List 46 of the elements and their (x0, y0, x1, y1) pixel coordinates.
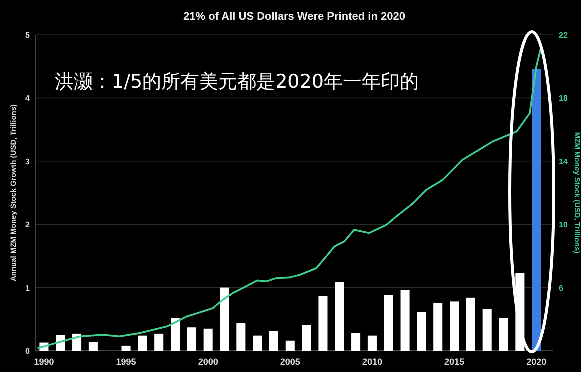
bar (286, 340, 295, 351)
bar (302, 325, 312, 351)
bar (400, 290, 410, 351)
bar (417, 312, 426, 351)
bar (450, 302, 460, 351)
bar (88, 342, 98, 351)
y-tick-label: 1 (26, 284, 31, 293)
x-tick-label: 1995 (116, 357, 136, 367)
bar (170, 318, 180, 351)
bar (532, 69, 542, 351)
bar (466, 298, 476, 351)
bar (335, 282, 344, 351)
bar (384, 295, 394, 351)
bar (434, 302, 443, 351)
y2-tick-label: 10 (559, 220, 568, 230)
y2-tick-label: 14 (559, 157, 568, 166)
y2-tick-label: 22 (559, 31, 568, 40)
bar (220, 288, 230, 351)
chart-title: 21% of All US Dollars Were Printed in 2020 (184, 11, 406, 23)
y2-tick-label: 18 (559, 94, 568, 104)
y-tick-label: 2 (26, 220, 31, 230)
y2-tick-label: 6 (559, 284, 564, 293)
bar (318, 296, 328, 351)
x-tick-label: 2020 (526, 357, 547, 367)
y-tick-label: 3 (26, 157, 31, 166)
bar (154, 334, 164, 351)
bar (122, 346, 131, 351)
bar (204, 328, 213, 351)
y-tick-label: 5 (26, 31, 31, 40)
bar (253, 336, 262, 351)
bar (352, 333, 361, 351)
x-tick-label: 2005 (280, 357, 300, 367)
x-tick-label: 1990 (34, 357, 54, 367)
x-tick-label: 2010 (362, 357, 382, 367)
bar (236, 323, 246, 351)
y-tick-label: 0 (26, 347, 31, 356)
bar (482, 309, 492, 351)
y-tick-label: 4 (26, 94, 31, 104)
x-tick-label: 2015 (444, 357, 465, 367)
annotation: 洪灏：1/5的所有美元都是2020年一年印的 (55, 71, 419, 93)
bar (187, 328, 196, 351)
bar (269, 331, 278, 351)
x-tick-label: 2000 (198, 357, 218, 367)
bar (138, 336, 148, 351)
bar (499, 318, 508, 351)
bar (368, 336, 377, 351)
